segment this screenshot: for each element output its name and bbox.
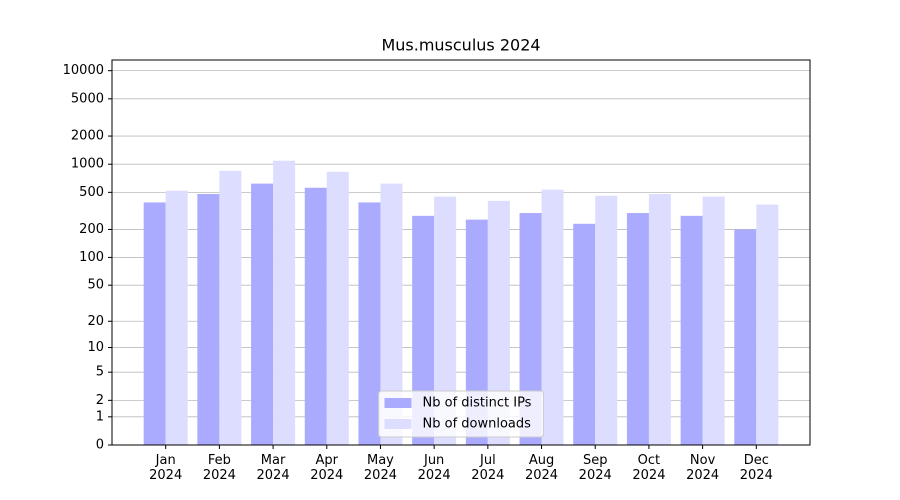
y-tick-label: 2 (96, 393, 104, 408)
x-tick-label: Jan 2024 (149, 453, 183, 483)
bar (273, 160, 296, 446)
legend-swatch (384, 419, 412, 429)
legend-box (378, 390, 544, 438)
bar (465, 219, 488, 445)
legend: Nb of distinct IPs Nb of downloads (378, 390, 544, 438)
bar (358, 202, 381, 445)
bar (380, 183, 403, 445)
y-tick-label: 500 (79, 185, 104, 200)
y-tick-label: 1 (96, 409, 104, 424)
bar (756, 204, 779, 445)
bar (143, 202, 166, 445)
bar (487, 200, 510, 445)
bar (434, 196, 457, 445)
y-tick-label: 5000 (71, 91, 104, 106)
x-tick-label: Feb 2024 (202, 453, 236, 483)
bar (626, 213, 649, 445)
bar (541, 189, 564, 445)
y-tick-label: 1000 (71, 157, 104, 172)
chart-title: Mus.musculus 2024 (381, 36, 540, 55)
x-tick-label: May 2024 (363, 453, 397, 483)
bar (702, 196, 725, 445)
bar (648, 193, 671, 445)
legend-swatch (384, 398, 412, 408)
y-tick-label: 10000 (63, 63, 104, 78)
y-tick-label: 0 (96, 438, 104, 453)
x-tick-label: Oct 2024 (632, 453, 666, 483)
x-tick-label: Jun 2024 (417, 453, 451, 483)
y-tick-label: 50 (87, 278, 104, 293)
x-tick-label: Aug 2024 (524, 453, 559, 483)
y-tick-label: 5 (96, 365, 104, 380)
y-tick-label: 200 (79, 222, 104, 237)
bar (595, 195, 618, 445)
bar (326, 171, 349, 446)
bar (197, 193, 220, 445)
x-tick-label: Nov 2024 (686, 453, 720, 483)
plot-frame (111, 59, 811, 446)
legend-label: Nb of downloads (423, 417, 532, 432)
x-tick-label: Jul 2024 (471, 453, 505, 483)
x-tick-label: Sep 2024 (578, 453, 612, 483)
bar (734, 229, 757, 445)
legend-label: Nb of distinct IPs (423, 396, 532, 411)
y-tick-label: 2000 (71, 129, 104, 144)
bar (304, 187, 327, 445)
bar (251, 183, 274, 445)
x-tick-label: Apr 2024 (310, 453, 344, 483)
bar (680, 215, 703, 445)
y-tick-label: 100 (79, 250, 104, 265)
bar (519, 213, 542, 445)
bar (219, 170, 242, 445)
y-tick-label: 20 (87, 314, 104, 329)
y-tick-label: 10 (87, 340, 104, 355)
bar (573, 223, 596, 445)
bar (165, 190, 188, 445)
x-tick-label: Mar 2024 (256, 453, 290, 483)
bar (412, 215, 435, 445)
x-tick-label: Dec 2024 (739, 453, 773, 483)
